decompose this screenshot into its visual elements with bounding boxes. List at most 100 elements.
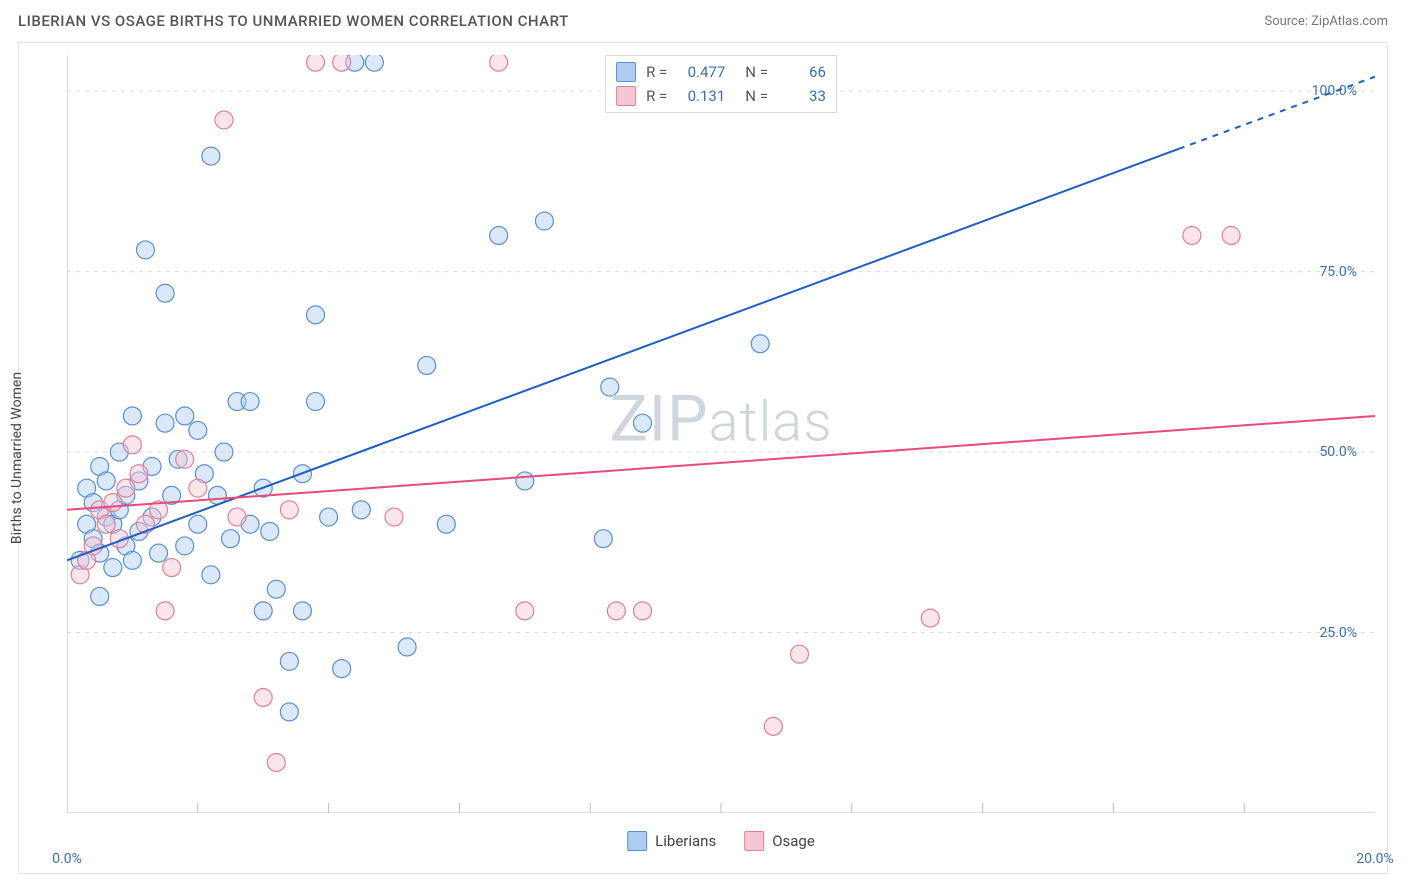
data-point: [215, 443, 233, 461]
data-point: [1183, 226, 1201, 244]
data-point: [594, 530, 612, 548]
data-point: [418, 356, 436, 374]
data-point: [189, 479, 207, 497]
data-point: [189, 421, 207, 439]
data-point: [215, 111, 233, 129]
trend-line: [67, 416, 1375, 510]
data-point: [176, 450, 194, 468]
data-point: [254, 602, 272, 620]
data-point: [228, 508, 246, 526]
data-point: [385, 508, 403, 526]
data-point: [490, 226, 508, 244]
data-point: [634, 414, 652, 432]
data-point: [790, 645, 808, 663]
stats-swatch: [616, 86, 636, 106]
legend-label: Osage: [772, 832, 815, 850]
data-point: [156, 414, 174, 432]
stats-n-value: 33: [778, 84, 826, 108]
data-point: [307, 306, 325, 324]
data-point: [535, 212, 553, 230]
legend-swatch: [627, 831, 647, 851]
data-point: [91, 587, 109, 605]
data-point: [333, 660, 351, 678]
data-point: [202, 566, 220, 584]
stats-n-label: N =: [745, 60, 768, 84]
chart-title: LIBERIAN VS OSAGE BIRTHS TO UNMARRIED WO…: [18, 12, 569, 30]
x-axis-area: 0.0%20.0% LiberiansOsage: [67, 817, 1375, 869]
legend-swatch: [744, 831, 764, 851]
data-point: [516, 472, 534, 490]
data-point: [261, 522, 279, 540]
data-point: [437, 515, 455, 533]
data-point: [516, 602, 534, 620]
data-point: [352, 501, 370, 519]
data-point: [150, 544, 168, 562]
data-point: [97, 472, 115, 490]
data-point: [333, 55, 351, 71]
data-point: [117, 479, 135, 497]
data-point: [601, 378, 619, 396]
x-tick-label: 0.0%: [52, 851, 82, 867]
y-tick-label: 50.0%: [1319, 444, 1357, 460]
data-point: [156, 284, 174, 302]
data-point: [163, 559, 181, 577]
data-point: [365, 55, 383, 71]
data-point: [241, 393, 259, 411]
data-point: [104, 559, 122, 577]
data-point: [751, 335, 769, 353]
legend-label: Liberians: [655, 832, 716, 850]
stats-r-label: R =: [646, 60, 667, 84]
stats-swatch: [616, 62, 636, 82]
data-point: [1222, 226, 1240, 244]
y-tick-label: 100.0%: [1312, 83, 1357, 99]
data-point: [189, 515, 207, 533]
data-point: [176, 407, 194, 425]
data-point: [764, 717, 782, 735]
data-point: [176, 537, 194, 555]
data-point: [634, 602, 652, 620]
y-tick-label: 25.0%: [1319, 625, 1357, 641]
data-point: [123, 551, 141, 569]
data-point: [97, 515, 115, 533]
plot-area: ZIPatlas R =0.477N =66R =0.131N =33 25.0…: [67, 55, 1375, 813]
legend-item: Liberians: [627, 831, 716, 851]
stats-n-label: N =: [745, 84, 768, 108]
x-tick-label: 20.0%: [1356, 851, 1394, 867]
data-point: [202, 147, 220, 165]
data-point: [307, 55, 325, 71]
data-point: [104, 494, 122, 512]
data-point: [130, 465, 148, 483]
data-point: [280, 703, 298, 721]
data-point: [293, 602, 311, 620]
chart-header: LIBERIAN VS OSAGE BIRTHS TO UNMARRIED WO…: [0, 0, 1406, 38]
y-axis-label: Births to Unmarried Women: [9, 372, 25, 544]
data-point: [921, 609, 939, 627]
data-point: [222, 530, 240, 548]
data-point: [156, 602, 174, 620]
data-point: [254, 689, 272, 707]
stats-r-label: R =: [646, 84, 667, 108]
data-point: [280, 652, 298, 670]
chart-container: Births to Unmarried Women ZIPatlas R =0.…: [18, 42, 1388, 874]
stats-r-value: 0.131: [677, 84, 725, 108]
series-legend: Liberians Osage: [627, 831, 815, 851]
legend-item: Osage: [744, 831, 815, 851]
chart-source: Source: ZipAtlas.com: [1264, 14, 1388, 29]
stats-r-value: 0.477: [677, 60, 725, 84]
data-point: [267, 753, 285, 771]
data-point: [267, 580, 285, 598]
stats-n-value: 66: [778, 60, 826, 84]
y-tick-label: 75.0%: [1319, 264, 1357, 280]
data-point: [136, 241, 154, 259]
stats-row: R = 0.131 N = 33: [616, 84, 826, 108]
data-point: [607, 602, 625, 620]
data-point: [123, 436, 141, 454]
stats-row: R = 0.477 N = 66: [616, 60, 826, 84]
data-point: [398, 638, 416, 656]
data-point: [307, 393, 325, 411]
data-point: [280, 501, 298, 519]
data-point: [320, 508, 338, 526]
data-point: [490, 55, 508, 71]
stats-box: R = 0.477 N = 66 R = 0.131 N = 33: [605, 55, 837, 113]
data-point: [123, 407, 141, 425]
